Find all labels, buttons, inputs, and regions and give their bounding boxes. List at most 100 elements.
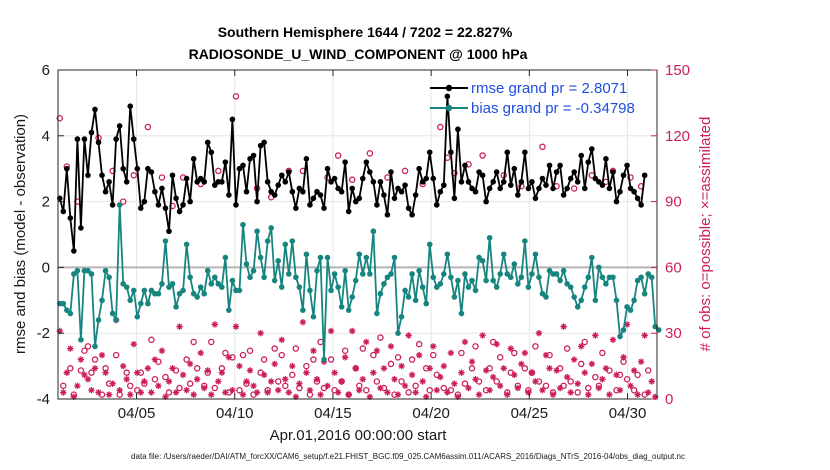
assimilated-obs-point xyxy=(518,360,525,368)
possible-obs-point xyxy=(570,185,578,192)
bias-point xyxy=(578,297,585,304)
rmse-point xyxy=(148,169,155,175)
assimilated-obs-point xyxy=(521,349,529,357)
assimilated-obs-point xyxy=(341,354,349,361)
assimilated-obs-point xyxy=(454,393,462,401)
assimilated-obs-point xyxy=(472,376,479,383)
bias-point xyxy=(564,281,570,287)
x-tick-label: 04/25 xyxy=(511,405,549,422)
rmse-point xyxy=(222,159,229,165)
rmse-point xyxy=(282,179,289,185)
assimilated-obs-point xyxy=(162,393,169,401)
possible-obs-point xyxy=(134,386,141,394)
y-tick-label: -4 xyxy=(37,391,50,408)
possible-obs-point xyxy=(155,358,162,365)
assimilated-obs-point xyxy=(299,319,307,326)
bias-point xyxy=(599,274,606,281)
bias-point xyxy=(374,310,380,317)
assimilated-obs-point xyxy=(165,378,173,385)
rmse-point xyxy=(219,179,225,185)
assimilated-obs-point xyxy=(391,376,398,383)
bias-point xyxy=(416,267,422,274)
bias-point xyxy=(317,254,324,261)
bias-point xyxy=(546,267,553,274)
assimilated-obs-point xyxy=(479,332,486,339)
y2-tick-label: 0 xyxy=(665,391,673,408)
possible-obs-point xyxy=(556,365,564,372)
possible-obs-point xyxy=(479,152,486,159)
bias-point xyxy=(328,287,334,294)
bias-point xyxy=(624,304,630,310)
rmse-point xyxy=(300,188,306,195)
assimilated-obs-point xyxy=(451,380,458,387)
assimilated-obs-point xyxy=(613,371,620,379)
assimilated-obs-point xyxy=(179,371,187,379)
bias-point xyxy=(419,284,426,290)
assimilated-obs-point xyxy=(95,389,102,396)
possible-obs-point xyxy=(563,345,571,352)
possible-obs-point xyxy=(208,338,215,346)
rmse-point xyxy=(641,172,648,179)
bias-point xyxy=(631,297,637,304)
bias-point xyxy=(574,304,581,310)
assimilated-obs-point xyxy=(461,338,469,346)
possible-obs-point xyxy=(606,367,613,374)
rmse-point xyxy=(261,139,267,146)
bias-point xyxy=(638,274,644,281)
possible-obs-point xyxy=(303,362,310,370)
possible-obs-point xyxy=(426,386,433,394)
rmse-point xyxy=(190,156,197,162)
possible-obs-point xyxy=(190,338,197,346)
possible-obs-point xyxy=(289,371,296,379)
bias-point xyxy=(497,271,504,277)
bias-point xyxy=(532,251,539,258)
rmse-point xyxy=(462,162,468,169)
possible-obs-point xyxy=(81,347,88,354)
assimilated-obs-point xyxy=(370,369,377,376)
assimilated-obs-point xyxy=(616,387,624,394)
assimilated-obs-point xyxy=(67,345,74,352)
rmse-point xyxy=(430,175,437,182)
rmse-point xyxy=(441,182,447,188)
bias-point xyxy=(222,254,229,261)
assimilated-obs-point xyxy=(201,384,208,392)
rmse-point xyxy=(433,202,440,208)
bias-point xyxy=(522,238,528,244)
possible-obs-point xyxy=(415,340,423,348)
bias-point xyxy=(127,297,134,304)
assimilated-obs-point xyxy=(592,332,599,339)
assimilated-obs-point xyxy=(310,347,317,354)
bias-point xyxy=(331,271,338,277)
rmse-series xyxy=(56,93,648,254)
assimilated-obs-point xyxy=(158,347,166,354)
bias-point xyxy=(345,307,352,313)
assimilated-obs-point xyxy=(116,387,123,394)
bias-point xyxy=(162,238,169,244)
bias-point xyxy=(539,290,546,297)
assimilated-obs-point xyxy=(359,376,366,383)
possible-obs-point xyxy=(271,345,278,352)
rmse-point xyxy=(60,208,67,215)
assimilated-obs-point xyxy=(398,362,405,370)
assimilated-obs-point xyxy=(211,321,218,328)
possible-obs-point xyxy=(458,349,465,357)
bias-point xyxy=(215,281,222,287)
rmse-point xyxy=(571,169,577,175)
bias-point xyxy=(226,307,232,313)
rmse-point xyxy=(74,136,81,142)
assimilated-obs-point xyxy=(377,384,384,392)
possible-obs-point xyxy=(532,343,539,350)
possible-obs-point xyxy=(486,365,493,372)
possible-obs-point xyxy=(496,354,504,361)
rmse-point xyxy=(363,159,370,165)
bias-point xyxy=(243,261,250,267)
bias-point xyxy=(585,274,592,281)
bias-point xyxy=(71,271,77,277)
bias-point xyxy=(254,228,260,235)
rmse-point xyxy=(483,198,489,205)
possible-obs-point xyxy=(623,376,631,383)
bias-point xyxy=(134,313,141,320)
bias-point xyxy=(92,343,98,350)
assimilated-obs-point xyxy=(458,369,465,376)
